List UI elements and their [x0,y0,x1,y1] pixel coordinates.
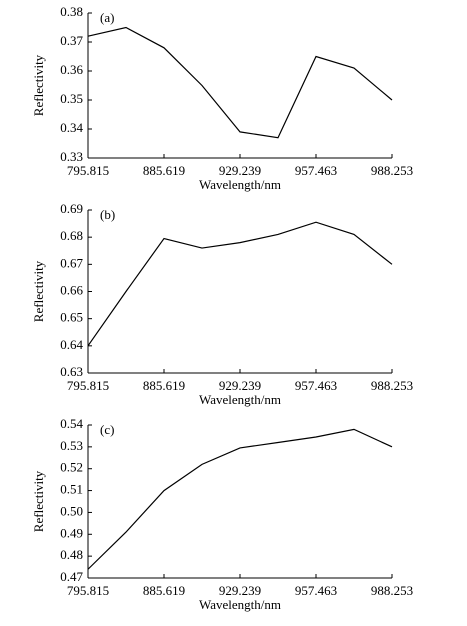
x-tick-label: 929.239 [219,583,261,598]
y-tick-label: 0.35 [60,91,83,106]
x-tick-label: 957.463 [295,583,337,598]
y-axis-title: Reflectivity [31,470,46,532]
panel-label: (c) [100,422,114,437]
x-axis-title: Wavelength/nm [199,392,281,407]
x-tick-label: 957.463 [295,378,337,393]
y-tick-label: 0.54 [60,416,83,431]
y-tick-label: 0.37 [60,33,83,48]
x-tick-label: 929.239 [219,163,261,178]
y-tick-label: 0.65 [60,310,83,325]
data-line [87,221,393,347]
y-tick-label: 0.34 [60,120,83,135]
x-tick-label: 795.815 [67,378,109,393]
x-tick-label: 957.463 [295,163,337,178]
y-tick-label: 0.67 [60,255,83,270]
x-tick-label: 885.619 [143,583,185,598]
x-tick-label: 929.239 [219,378,261,393]
x-axis-title: Wavelength/nm [199,597,281,612]
y-tick-label: 0.49 [60,525,83,540]
y-axis-title: Reflectivity [31,260,46,322]
y-tick-label: 0.63 [60,364,83,379]
y-tick-label: 0.51 [60,482,83,497]
panel-label: (b) [100,207,115,222]
y-tick-label: 0.50 [60,503,83,518]
x-tick-label: 988.253 [371,163,413,178]
x-axis-title: Wavelength/nm [199,177,281,192]
y-tick-label: 0.36 [60,62,83,77]
y-tick-label: 0.64 [60,337,83,352]
data-line [87,26,393,139]
y-tick-label: 0.66 [60,282,83,297]
x-tick-label: 885.619 [143,378,185,393]
x-tick-label: 885.619 [143,163,185,178]
y-tick-label: 0.52 [60,460,83,475]
y-tick-label: 0.69 [60,201,83,216]
x-tick-label: 988.253 [371,378,413,393]
x-tick-label: 795.815 [67,583,109,598]
data-line [87,428,393,570]
y-tick-label: 0.38 [60,4,83,19]
y-tick-label: 0.47 [60,569,83,584]
x-tick-label: 795.815 [67,163,109,178]
y-tick-label: 0.33 [60,149,83,164]
y-axis-title: Reflectivity [31,54,46,116]
panel-label: (a) [100,10,114,25]
x-tick-label: 988.253 [371,583,413,598]
y-tick-label: 0.53 [60,438,83,453]
y-tick-label: 0.48 [60,547,83,562]
y-tick-label: 0.68 [60,228,83,243]
